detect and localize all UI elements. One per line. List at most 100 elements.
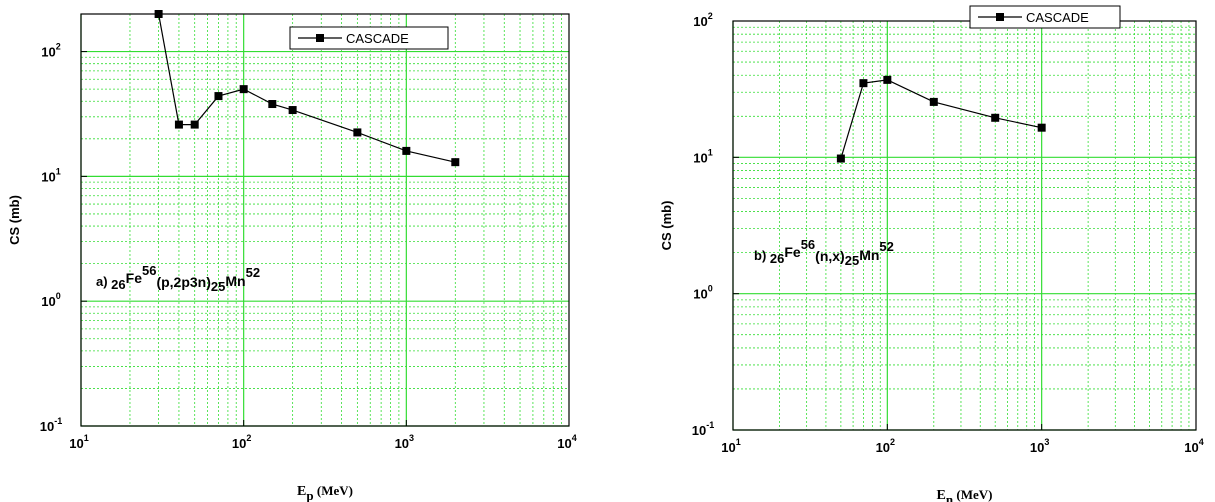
series-line-cascade: [840, 79, 1042, 159]
x-label-unit: (MeV): [314, 483, 353, 498]
x-tick-label: 102: [232, 433, 251, 451]
tick-exponent: 4: [1199, 437, 1204, 447]
tick-exponent: -1: [54, 416, 62, 426]
plot-frame: [80, 13, 570, 427]
y-tick-label: 100: [693, 284, 712, 302]
tick-exponent: 1: [84, 433, 89, 443]
tick-base: 10: [693, 287, 707, 302]
data-point: [174, 120, 183, 129]
y-axis-label: CS (mb): [659, 201, 674, 251]
tick-exponent: 1: [736, 437, 741, 447]
annot-mass: 56: [801, 237, 815, 252]
data-point: [1037, 123, 1046, 132]
tick-base: 10: [41, 169, 55, 184]
plot-frame: [732, 20, 1197, 431]
legend: CASCADE: [969, 5, 1121, 29]
tick-exponent: 3: [1044, 437, 1049, 447]
y-tick-label: 10-1: [692, 420, 714, 438]
annot-product: Mn: [225, 273, 245, 289]
tick-exponent: 1: [56, 166, 61, 176]
tick-base: 10: [41, 45, 55, 60]
tick-base: 10: [69, 436, 83, 451]
tick-base: 10: [876, 440, 890, 455]
data-point: [883, 75, 892, 84]
data-point: [836, 154, 845, 163]
x-label-main: E: [297, 484, 306, 499]
reaction-annotation: b) 26Fe56(n,x)25Mn52: [754, 237, 894, 268]
x-label-subscript: p: [306, 488, 313, 502]
annot-mass: 56: [142, 263, 156, 278]
data-point: [190, 120, 199, 129]
data-point: [991, 113, 1000, 122]
tick-exponent: 4: [572, 433, 577, 443]
data-point: [859, 79, 868, 88]
data-point: [929, 97, 938, 106]
data-point: [154, 10, 163, 18]
reaction-annotation: a) 26Fe56(p,2p3n)25Mn52: [96, 263, 260, 294]
annot-mass2: 52: [246, 265, 260, 280]
plot-area: [81, 14, 569, 426]
y-tick-label: 102: [693, 11, 712, 29]
data-point: [214, 92, 223, 101]
annot-prefix: b): [754, 248, 770, 263]
annot-mass2: 52: [879, 239, 893, 254]
tick-base: 10: [721, 440, 735, 455]
annot-z: 26: [111, 277, 125, 292]
data-point: [353, 128, 362, 137]
tick-exponent: 2: [246, 433, 251, 443]
tick-base: 10: [693, 150, 707, 165]
annot-reaction: (n,x): [815, 248, 845, 264]
data-point: [268, 100, 277, 109]
annot-z2: 25: [845, 253, 859, 268]
tick-exponent: 1: [708, 147, 713, 157]
x-tick-label: 102: [876, 437, 895, 455]
plot-area: [733, 21, 1196, 430]
tick-base: 10: [41, 294, 55, 309]
legend: CASCADE: [289, 26, 449, 50]
legend-label: CASCADE: [346, 31, 409, 46]
annot-reaction: (p,2p3n): [156, 274, 210, 290]
legend-marker: [996, 13, 1004, 21]
y-tick-label: 101: [693, 147, 712, 165]
legend-box: [289, 26, 449, 50]
tick-exponent: 3: [409, 433, 414, 443]
x-axis-label: Ep (MeV): [297, 483, 353, 502]
x-tick-label: 101: [69, 433, 88, 451]
tick-base: 10: [557, 436, 571, 451]
tick-base: 10: [232, 436, 246, 451]
x-tick-label: 103: [1030, 437, 1049, 455]
tick-exponent: -1: [706, 420, 714, 430]
annot-element: Fe: [784, 244, 801, 260]
data-point: [402, 146, 411, 155]
data-point: [239, 85, 248, 94]
y-tick-label: 10-1: [40, 416, 62, 434]
y-axis-label: CS (mb): [7, 195, 22, 245]
y-tick-label: 101: [41, 166, 60, 184]
tick-exponent: 2: [708, 11, 713, 21]
annot-product: Mn: [859, 247, 879, 263]
x-tick-label: 104: [557, 433, 576, 451]
tick-exponent: 2: [890, 437, 895, 447]
series-line-cascade: [158, 13, 456, 163]
tick-base: 10: [693, 14, 707, 29]
tick-exponent: 2: [56, 42, 61, 52]
annot-element: Fe: [126, 270, 143, 286]
tick-base: 10: [395, 436, 409, 451]
tick-base: 10: [692, 423, 706, 438]
legend-marker: [316, 34, 324, 42]
tick-base: 10: [1030, 440, 1044, 455]
legend-box: [969, 5, 1121, 29]
x-label-subscript: n: [946, 492, 954, 502]
x-label-unit: (MeV): [953, 487, 992, 502]
grid: [80, 13, 569, 427]
x-axis-label: En (MeV): [937, 487, 993, 502]
x-tick-label: 101: [721, 437, 740, 455]
tick-exponent: 0: [56, 291, 61, 301]
annot-prefix: a): [96, 274, 111, 289]
legend-label: CASCADE: [1026, 10, 1089, 25]
y-tick-label: 100: [41, 291, 60, 309]
x-tick-label: 103: [395, 433, 414, 451]
